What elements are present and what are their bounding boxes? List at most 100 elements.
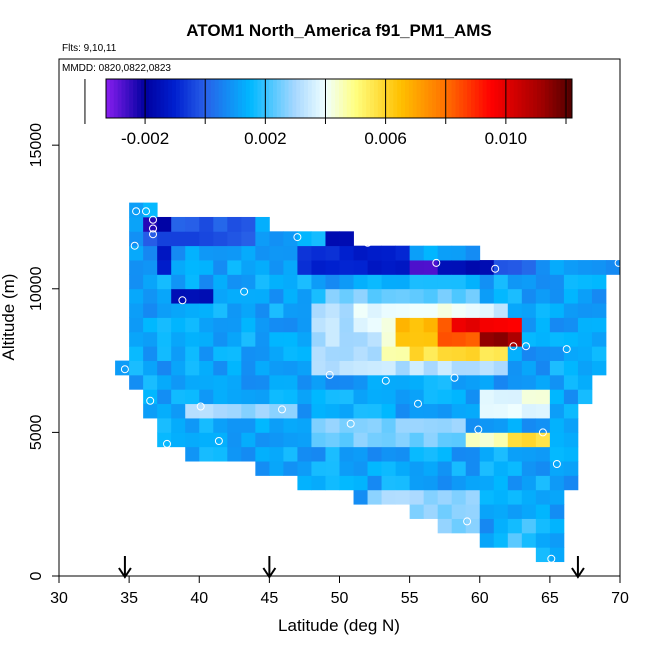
colorbar-segment (315, 79, 321, 118)
heatmap-cell (353, 475, 368, 491)
heatmap-cell (143, 260, 158, 275)
heatmap-cell (521, 288, 537, 304)
heatmap-cell (143, 360, 158, 376)
heatmap-cell (521, 432, 537, 448)
heatmap-cell (339, 346, 354, 361)
heatmap-cell (199, 403, 214, 419)
heatmap-cell (213, 374, 228, 390)
heatmap-cell (535, 547, 551, 563)
colorbar-segment (494, 79, 499, 118)
heatmap-cell (395, 489, 411, 505)
heatmap-cell (395, 389, 411, 405)
heatmap-cell (507, 360, 523, 376)
sample-points (120, 207, 623, 563)
heatmap-cell (157, 432, 172, 448)
heatmap-cell (549, 489, 565, 505)
heatmap-cell (367, 331, 382, 347)
heatmap-cell (521, 374, 537, 390)
heatmap-cell (353, 331, 368, 347)
heatmap-cell (381, 418, 396, 433)
heatmap-cell (493, 346, 509, 361)
heatmap-cell (395, 346, 411, 361)
colorbar-segment (471, 79, 476, 118)
heatmap-cell (269, 260, 284, 275)
heatmap-cell (269, 331, 284, 347)
heatmap-cell (353, 432, 368, 448)
colorbar-segment (366, 79, 371, 118)
x-tick-label: 40 (190, 590, 208, 607)
heatmap-cell (325, 461, 340, 476)
heatmap-cell (255, 418, 270, 433)
heatmap-cell (269, 446, 284, 462)
heatmap-cell (171, 303, 186, 318)
colorbar-segment (381, 79, 387, 118)
sample-point (381, 376, 390, 385)
heatmap-cell (507, 274, 523, 290)
heatmap-cell (437, 504, 453, 519)
heatmap-cell (479, 446, 495, 462)
heatmap-cell (423, 432, 439, 448)
colorbar-segment (459, 79, 464, 118)
heatmap-cell (157, 303, 172, 318)
heatmap-cell (311, 303, 326, 318)
heatmap-cell (325, 331, 340, 347)
heatmap-cell (493, 374, 509, 390)
heatmap-cell (437, 446, 453, 462)
flight-marker-arrow (262, 556, 277, 579)
heatmap-cell (185, 360, 200, 376)
heatmap-cell (479, 418, 495, 433)
heatmap-cell (185, 317, 200, 333)
heatmap-cell (241, 231, 256, 247)
heatmap-cell (311, 288, 326, 304)
heatmap-cell (577, 374, 593, 390)
heatmap-cell (535, 403, 551, 419)
chart-title: ATOM1 North_America f91_PM1_AMS (186, 21, 491, 40)
heatmap-cell (549, 432, 565, 448)
heatmap-cell (591, 274, 607, 290)
heatmap-cell (325, 245, 340, 261)
heatmap-cell (269, 245, 284, 261)
heatmap-cell (325, 403, 340, 419)
heatmap-cell (451, 389, 467, 405)
heatmap-cell (241, 374, 256, 390)
heatmap-cell (241, 403, 256, 419)
heatmap-cell (325, 475, 340, 491)
heatmap-cell (437, 475, 453, 491)
heatmap-cell (129, 374, 144, 390)
colorbar-tick-label: 0.006 (364, 129, 407, 148)
heatmap-cell (213, 303, 228, 318)
heatmap-cell (451, 303, 467, 318)
heatmap-cell (311, 461, 326, 476)
colorbar-segment (560, 79, 565, 118)
colorbar-segment (214, 79, 220, 118)
heatmap-cell (199, 260, 214, 275)
heatmap-cell (507, 288, 523, 304)
heatmap-cell (143, 202, 158, 218)
heatmap-cell (367, 432, 382, 448)
colorbar-segment (432, 79, 437, 118)
heatmap-cell (451, 260, 467, 275)
heatmap-cell (437, 360, 453, 376)
heatmap-cell (213, 331, 228, 347)
heatmap-cell (367, 346, 382, 361)
heatmap-cell (241, 418, 256, 433)
heatmap-cell (283, 317, 298, 333)
heatmap-cell (381, 446, 396, 462)
heatmap-cell (269, 432, 284, 448)
heatmap-cell (311, 317, 326, 333)
sample-point (240, 287, 249, 296)
heatmap-cell (171, 374, 186, 390)
heatmap-cell (227, 403, 242, 419)
heatmap-cell (129, 288, 144, 304)
colorbar-segment (377, 79, 383, 118)
heatmap-cell (367, 374, 382, 390)
sample-point (214, 437, 223, 445)
heatmap-cell (129, 216, 144, 232)
colorbar-tick-label: -0.002 (121, 129, 169, 148)
heatmap-cell (507, 346, 523, 361)
sample-point (463, 517, 472, 526)
sample-point (562, 345, 571, 354)
heatmap-cell (395, 446, 411, 462)
heatmap-cell (535, 317, 551, 333)
colorbar-segment (226, 79, 231, 118)
